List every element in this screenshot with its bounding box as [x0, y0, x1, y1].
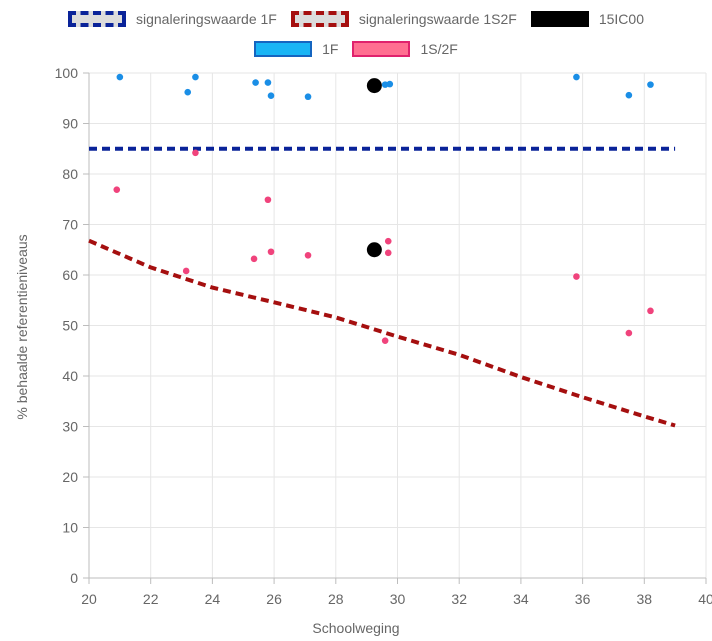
- x-tick-label: 22: [143, 591, 159, 607]
- point-1f: [573, 73, 580, 81]
- x-tick-label: 32: [451, 591, 467, 607]
- x-tick-label: 26: [266, 591, 282, 607]
- legend-item-1f[interactable]: 1F: [254, 41, 338, 57]
- point-1f: [386, 80, 394, 88]
- point-1s-2f: [625, 329, 633, 337]
- y-tick-label: 90: [62, 116, 78, 132]
- point-1s-2f: [647, 307, 654, 315]
- y-axis-title: % behaalde referentieniveaus: [14, 234, 30, 420]
- legend-row-1: signaleringswaarde 1F signaleringswaarde…: [0, 11, 712, 27]
- point-1f: [267, 92, 275, 100]
- point-1s-2f: [384, 237, 392, 245]
- y-tick-label: 50: [62, 318, 78, 334]
- chart-legend: signaleringswaarde 1F signaleringswaarde…: [0, 0, 712, 70]
- x-tick-label: 30: [390, 591, 406, 607]
- point-1s-2f: [267, 248, 275, 256]
- y-tick-label: 0: [70, 570, 78, 586]
- legend-item-signaleringswaarde-1s2f[interactable]: signaleringswaarde 1S2F: [290, 11, 517, 27]
- y-tick-label: 70: [62, 217, 78, 233]
- legend-item-1s-2f[interactable]: 1S/2F: [352, 41, 458, 57]
- axes: 0 10 20 30 40 50 60 70 80 90 100 20 22 24 26 28 30 32 34 36…: [55, 65, 712, 607]
- legend-swatch-15ic00: [530, 11, 589, 27]
- point-1s-2f: [250, 255, 258, 263]
- y-tick-label: 40: [62, 368, 78, 384]
- legend-swatch-1s-2f: [352, 41, 411, 57]
- legend-label: 15IC00: [598, 11, 644, 27]
- legend-swatch-signaleringswaarde-1s2f: [290, 11, 349, 27]
- point-1f: [192, 73, 199, 81]
- y-tick-label: 30: [62, 419, 78, 435]
- legend-row-2: 1F 1S/2F: [0, 41, 712, 57]
- point-1s-2f: [264, 196, 272, 204]
- point-1f: [264, 79, 272, 86]
- point-1s-2f: [384, 249, 392, 257]
- point-1s-2f: [304, 252, 312, 259]
- point-1f: [304, 93, 312, 101]
- legend-item-15ic00[interactable]: 15IC00: [530, 11, 644, 27]
- x-tick-label: 34: [513, 591, 529, 607]
- x-tick-label: 20: [81, 591, 97, 607]
- x-tick-label: 36: [575, 591, 591, 607]
- legend-label: signaleringswaarde 1F: [136, 11, 277, 27]
- x-tick-label: 40: [698, 591, 712, 607]
- point-1s-2f: [573, 273, 580, 280]
- point-1f: [252, 79, 259, 86]
- line-signaleringswaarde-1s2f: [88, 238, 676, 428]
- grid: [88, 72, 707, 579]
- x-axis-title: Schoolweging: [312, 620, 400, 636]
- legend-swatch-1f: [254, 41, 313, 57]
- series-layer: [88, 73, 676, 428]
- point-1s-2f: [113, 186, 121, 193]
- legend-label: signaleringswaarde 1S2F: [358, 11, 517, 27]
- legend-item-signaleringswaarde-1f[interactable]: signaleringswaarde 1F: [68, 11, 277, 27]
- y-tick-label: 10: [62, 520, 78, 536]
- x-tick-label: 28: [328, 591, 344, 607]
- point-1f: [184, 88, 192, 96]
- point-1s-2f: [192, 149, 199, 157]
- legend-swatch-signaleringswaarde-1f: [68, 11, 126, 27]
- point-1f: [625, 91, 633, 99]
- point-15ic00: [366, 78, 382, 94]
- point-1f: [647, 81, 654, 88]
- x-tick-label: 38: [637, 591, 653, 607]
- legend-label: 1S/2F: [420, 41, 458, 57]
- y-tick-label: 60: [62, 267, 78, 283]
- y-tick-label: 80: [62, 166, 78, 182]
- point-1s-2f: [182, 267, 190, 275]
- point-1f: [116, 73, 124, 81]
- x-tick-label: 24: [205, 591, 221, 607]
- y-tick-label: 20: [62, 469, 78, 485]
- point-1s-2f: [381, 337, 389, 344]
- y-tick-label: 100: [55, 65, 79, 81]
- legend-label: 1F: [322, 41, 339, 57]
- point-15ic00: [366, 242, 382, 258]
